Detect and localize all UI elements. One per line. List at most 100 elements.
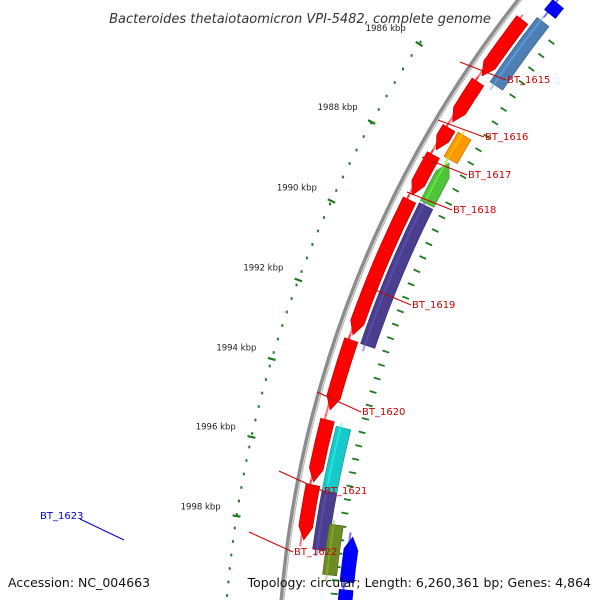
gene-bt-1617-cds-body	[443, 131, 472, 165]
gene-track-tick	[373, 376, 381, 381]
gene-label-bt-1618[interactable]: BT_1618	[453, 205, 496, 216]
gene-bt-1619-shine	[347, 194, 410, 341]
scale-dot	[226, 594, 229, 597]
gene-track-tick	[537, 52, 545, 59]
gene-track-tick	[361, 417, 370, 421]
gene-track-tick	[491, 120, 499, 126]
gene-label-bt-1615[interactable]: BT_1615	[507, 75, 550, 86]
gene-track-tick	[369, 390, 377, 394]
gene-track-ticks	[330, 39, 555, 596]
gene-label-leaders	[79, 61, 507, 553]
gene-label-bt-1620[interactable]: BT_1620	[362, 407, 405, 418]
scale-label: 1992 kbp	[243, 263, 283, 273]
gene-bt-1618-body	[411, 151, 440, 196]
gene-track-tick	[391, 322, 399, 327]
gene-top-partial-shine	[542, 0, 560, 19]
scale-dot	[231, 540, 234, 543]
gene-bt-1624-partial	[337, 585, 354, 600]
gene-features	[298, 0, 564, 600]
gene-track-tick	[500, 106, 507, 113]
gene-track-tick	[459, 174, 467, 180]
scale-dot	[317, 229, 320, 233]
gene-bt-1617-body	[435, 123, 456, 151]
gene-track-tick	[382, 349, 390, 354]
gene-bt-1619	[347, 194, 417, 341]
scale-major-tick	[247, 435, 256, 439]
scale-dot	[254, 418, 257, 422]
scale-dot	[245, 459, 248, 462]
gene-track-tick	[548, 39, 555, 46]
scale-dot	[230, 553, 233, 557]
gene-track-tick	[413, 268, 421, 274]
leader-line	[79, 518, 125, 541]
scale-major-tick	[294, 277, 303, 283]
scale-dot	[261, 391, 264, 395]
gene-track-tick	[386, 336, 395, 341]
accession-text: Accession: NC_004663	[8, 575, 150, 590]
scale-dot	[305, 256, 308, 260]
scale-dot	[377, 108, 380, 111]
gene-track-tick	[425, 241, 433, 247]
gene-label-bt-1619[interactable]: BT_1619	[412, 300, 455, 311]
scale-label: 1996 kbp	[196, 423, 236, 433]
scale-dot	[264, 378, 267, 381]
gene-track-tick	[343, 498, 351, 502]
leader-line	[316, 391, 362, 413]
scale-major-tick	[415, 40, 424, 48]
scale-dot	[370, 121, 373, 125]
gene-label-bt-1621[interactable]: BT_1621	[324, 486, 367, 497]
leader-line	[437, 119, 485, 138]
scale-dot	[242, 472, 245, 476]
scale-dotted-track	[226, 40, 422, 597]
gene-label-bt-1616[interactable]: BT_1616	[485, 132, 528, 143]
scale-dot	[300, 270, 303, 273]
gene-track-tick	[402, 295, 410, 300]
gene-labels: BT_1615 BT_1616 BT_1617 BT_1618 BT_1619 …	[40, 75, 550, 558]
scale-dot	[348, 162, 351, 165]
gene-bt-1619-cds-body	[360, 202, 434, 349]
scale-dot	[228, 567, 231, 570]
gene-bt-1615-cds-body	[489, 16, 550, 91]
gene-track-tick	[355, 444, 363, 448]
gene-track-tick	[509, 93, 516, 99]
gene-bt-1624-partial-body	[337, 588, 354, 600]
gene-track-tick	[341, 511, 349, 515]
leader-line	[421, 156, 468, 176]
gene-bt-1622-body	[298, 483, 321, 541]
gene-bt-1619-cds	[360, 200, 434, 352]
gene-track-tick	[483, 133, 491, 139]
gene-bt-1619-cds-shine	[361, 200, 427, 352]
gene-label-bt-1623[interactable]: BT_1623	[40, 511, 83, 522]
scale-dot	[251, 432, 254, 435]
gene-track-tick	[407, 282, 415, 287]
gene-bt-1622-shine	[299, 479, 312, 547]
scale-label: 1994 kbp	[216, 343, 256, 353]
scale-dot	[285, 310, 288, 314]
scale-dot	[272, 351, 275, 354]
scale-major-tick	[267, 356, 276, 362]
scale-major-tick	[367, 119, 376, 125]
gene-label-bt-1622[interactable]: BT_1622	[294, 547, 337, 558]
gene-bt-1616	[445, 76, 485, 127]
scale-label: 1990 kbp	[277, 183, 317, 193]
gene-bt-1622-cds-shine	[315, 487, 329, 557]
scale-dot	[257, 405, 260, 408]
gene-bt-1621-body	[308, 417, 335, 483]
gene-bt-1619-body	[350, 196, 417, 336]
genome-summary-text: Topology: circular; Length: 6,260,361 bp…	[247, 575, 591, 590]
gene-label-bt-1617[interactable]: BT_1617	[468, 170, 511, 181]
gene-track-tick	[452, 187, 460, 193]
scale-dot	[410, 54, 413, 57]
gene-track-tick	[419, 255, 427, 260]
gene-track-tick	[475, 147, 482, 153]
gene-track-tick	[330, 592, 338, 596]
leader-line	[365, 285, 412, 306]
gene-track-tick	[445, 201, 453, 206]
gene-track-tick	[527, 66, 535, 72]
scale-dot	[329, 202, 331, 206]
scale-dot	[362, 135, 365, 138]
scale-label: 1986 kbp	[366, 24, 406, 34]
gene-track-tick	[332, 579, 340, 582]
